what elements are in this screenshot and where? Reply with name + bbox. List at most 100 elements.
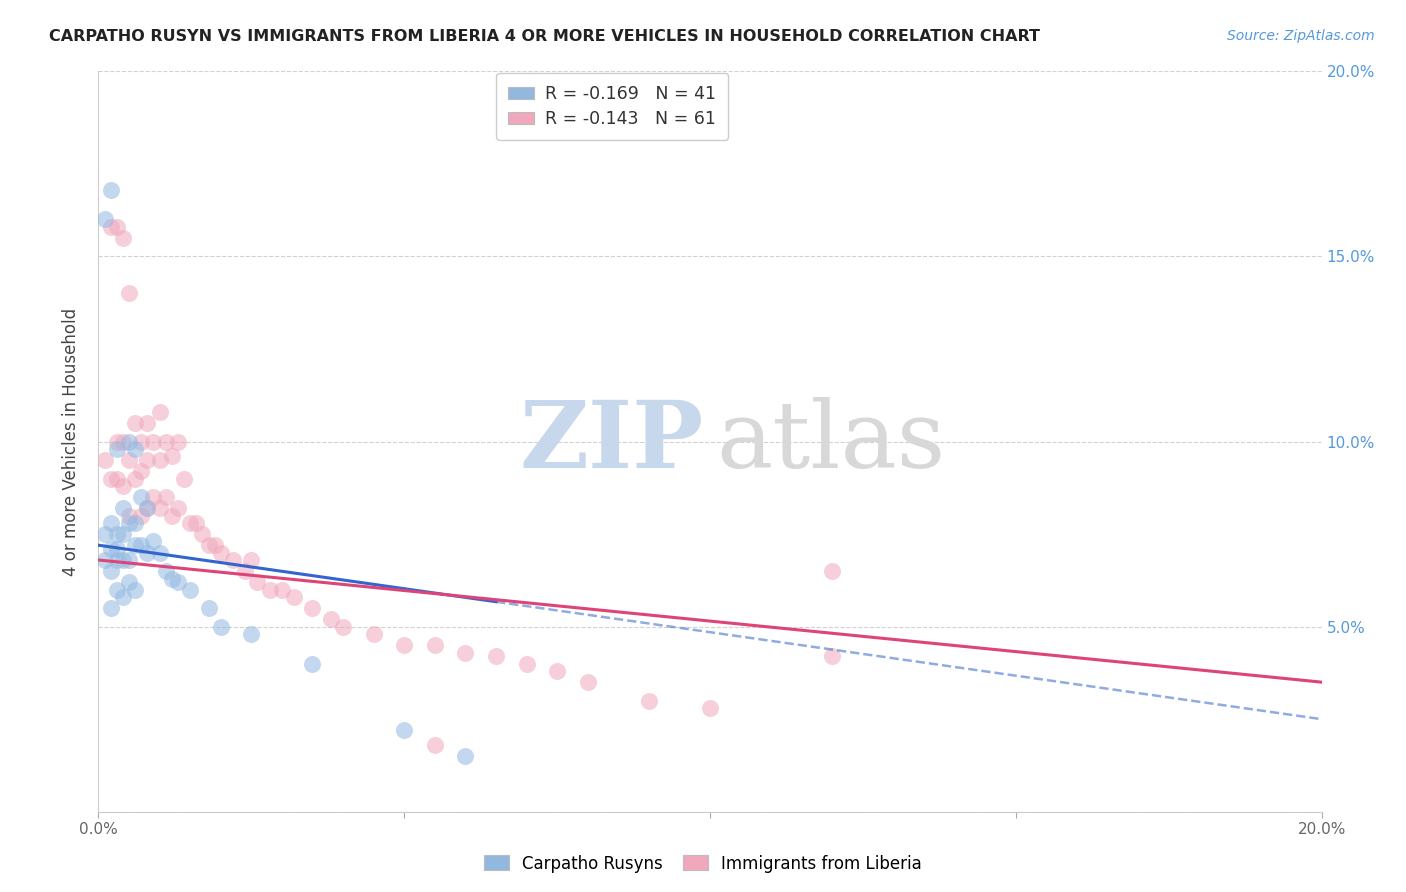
Point — [118, 434, 141, 449]
Point — [179, 516, 201, 530]
Point — [100, 541, 122, 556]
Point — [118, 453, 141, 467]
Point — [93, 553, 115, 567]
Point — [209, 545, 232, 560]
Point — [516, 657, 538, 671]
Point — [821, 649, 844, 664]
Text: Source: ZipAtlas.com: Source: ZipAtlas.com — [1227, 29, 1375, 43]
Point — [179, 582, 201, 597]
Point — [363, 627, 385, 641]
Point — [259, 582, 281, 597]
Point — [142, 490, 165, 504]
Point — [160, 508, 183, 523]
Text: CARPATHO RUSYN VS IMMIGRANTS FROM LIBERIA 4 OR MORE VEHICLES IN HOUSEHOLD CORREL: CARPATHO RUSYN VS IMMIGRANTS FROM LIBERI… — [49, 29, 1040, 44]
Point — [118, 553, 141, 567]
Point — [105, 434, 128, 449]
Point — [485, 649, 508, 664]
Point — [637, 694, 661, 708]
Point — [136, 501, 159, 516]
Point — [699, 701, 721, 715]
Point — [136, 416, 159, 430]
Point — [100, 564, 122, 578]
Point — [142, 434, 165, 449]
Point — [454, 749, 477, 764]
Point — [821, 564, 844, 578]
Point — [155, 434, 177, 449]
Point — [149, 545, 172, 560]
Point — [423, 738, 446, 752]
Point — [546, 664, 568, 678]
Point — [105, 527, 128, 541]
Point — [283, 590, 305, 604]
Text: atlas: atlas — [716, 397, 945, 486]
Point — [100, 516, 122, 530]
Point — [111, 434, 134, 449]
Point — [129, 434, 152, 449]
Point — [149, 405, 172, 419]
Point — [392, 723, 416, 738]
Point — [160, 572, 183, 586]
Point — [167, 575, 190, 590]
Point — [118, 508, 141, 523]
Point — [105, 541, 128, 556]
Point — [136, 453, 159, 467]
Legend: R = -0.169   N = 41, R = -0.143   N = 61: R = -0.169 N = 41, R = -0.143 N = 61 — [496, 72, 728, 140]
Point — [111, 231, 134, 245]
Point — [105, 219, 128, 234]
Y-axis label: 4 or more Vehicles in Household: 4 or more Vehicles in Household — [62, 308, 80, 575]
Point — [160, 450, 183, 464]
Point — [124, 516, 146, 530]
Text: ZIP: ZIP — [520, 397, 704, 486]
Point — [233, 564, 256, 578]
Point — [111, 553, 134, 567]
Point — [105, 553, 128, 567]
Point — [136, 501, 159, 516]
Point — [204, 538, 226, 552]
Point — [319, 612, 342, 626]
Point — [111, 590, 134, 604]
Point — [155, 564, 177, 578]
Point — [100, 183, 122, 197]
Point — [118, 575, 141, 590]
Point — [197, 538, 219, 552]
Point — [423, 638, 446, 652]
Point — [129, 538, 152, 552]
Point — [129, 508, 152, 523]
Legend: Carpatho Rusyns, Immigrants from Liberia: Carpatho Rusyns, Immigrants from Liberia — [477, 848, 929, 880]
Point — [124, 416, 146, 430]
Point — [149, 453, 172, 467]
Point — [105, 472, 128, 486]
Point — [301, 601, 323, 615]
Point — [167, 501, 190, 516]
Point — [136, 545, 159, 560]
Point — [118, 516, 141, 530]
Point — [105, 582, 128, 597]
Point — [105, 442, 128, 456]
Point — [332, 619, 354, 633]
Point — [392, 638, 416, 652]
Point — [155, 490, 177, 504]
Point — [124, 442, 146, 456]
Point — [454, 646, 477, 660]
Point — [129, 490, 152, 504]
Point — [173, 472, 195, 486]
Point — [209, 619, 232, 633]
Point — [142, 534, 165, 549]
Point — [118, 286, 141, 301]
Point — [124, 582, 146, 597]
Point — [93, 527, 115, 541]
Point — [124, 538, 146, 552]
Point — [100, 472, 122, 486]
Point — [246, 575, 269, 590]
Point — [240, 627, 263, 641]
Point — [576, 675, 599, 690]
Point — [111, 527, 134, 541]
Point — [197, 601, 219, 615]
Point — [124, 472, 146, 486]
Point — [240, 553, 263, 567]
Point — [167, 434, 190, 449]
Point — [301, 657, 323, 671]
Point — [93, 453, 115, 467]
Point — [191, 527, 214, 541]
Point — [100, 219, 122, 234]
